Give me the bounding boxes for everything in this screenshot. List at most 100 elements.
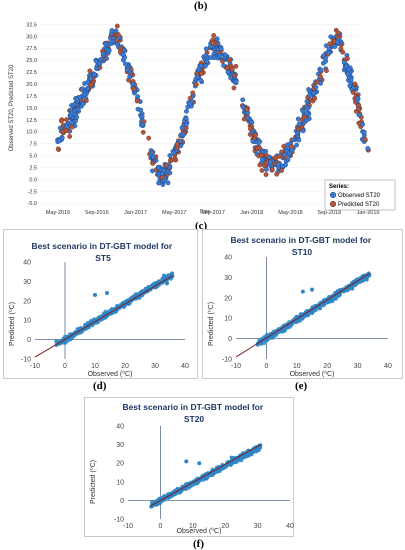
predicted-point [350, 89, 356, 95]
observed-point [318, 80, 324, 86]
legend-predicted-marker [329, 200, 337, 208]
observed-point [355, 96, 361, 101]
y-tick-label: 5.0 [29, 154, 37, 160]
observed-point [323, 55, 328, 61]
predicted-point [356, 102, 362, 108]
predicted-point [58, 118, 64, 124]
y-tick-label: 40 [224, 255, 232, 262]
predicted-point [146, 135, 152, 141]
x-tick-label: 30 [254, 523, 262, 530]
scatter-ylabel-st5: Predicted (⁰C) [8, 302, 16, 346]
y-tick-label: 10 [224, 316, 232, 323]
predicted-point [281, 143, 287, 149]
scatter-point [162, 273, 166, 278]
observed-point [184, 108, 189, 114]
predicted-point [257, 145, 262, 151]
predicted-point [174, 142, 180, 148]
observed-point [365, 146, 371, 151]
y-tick-label: 30 [23, 279, 31, 286]
observed-point [109, 28, 115, 33]
observed-point [217, 53, 223, 59]
observed-point [240, 104, 246, 110]
predicted-point [327, 41, 333, 47]
x-tick-label: 10 [189, 523, 197, 530]
observed-point [335, 39, 340, 45]
observed-point [304, 117, 310, 123]
observed-point [171, 150, 177, 156]
observed-point [264, 167, 269, 172]
title-line: ST20 [184, 414, 205, 424]
observed-point [222, 52, 228, 58]
predicted-point [193, 82, 199, 87]
scatter-point [229, 455, 234, 460]
predicted-point [140, 129, 146, 135]
timeseries-chart: 32.5 30.0 27.5 25.0 22.5 20.0 17.5 15.0 12.5 10.0… [9, 22, 396, 216]
scatter-chart-st5: Best scenario in DT-GBT model for ST5 -1… [8, 241, 189, 378]
observed-point [98, 56, 104, 62]
y-tick-label: 10.0 [26, 130, 37, 136]
predicted-point [252, 132, 258, 138]
predicted-point [248, 126, 253, 132]
observed-point [311, 90, 317, 96]
observed-point [57, 125, 63, 131]
x-tick-label: 40 [384, 363, 392, 370]
y-tick-label: 0 [228, 336, 232, 343]
timeseries-points [55, 23, 371, 187]
predicted-point [244, 106, 249, 112]
scatter-xlabel-st5: Observed (⁰C) [88, 370, 133, 378]
observed-point [304, 111, 309, 116]
predicted-point [229, 66, 235, 72]
observed-point [295, 116, 301, 122]
scatter-chart-st10: Best scenario in DT-GBT model for ST10 -… [207, 235, 392, 378]
predicted-point [335, 30, 341, 36]
y-tick-label: 15.0 [26, 106, 37, 112]
predicted-point [352, 81, 358, 87]
observed-point [162, 178, 167, 184]
y-tick-label: -10 [114, 517, 124, 524]
x-tick-label: Jan-2017 [124, 210, 147, 216]
predicted-point [114, 23, 120, 29]
observed-point [69, 120, 75, 126]
scatter-point [254, 448, 259, 453]
predicted-point [289, 144, 295, 150]
y-tick-label: 0 [27, 337, 31, 344]
observed-point [348, 77, 354, 83]
x-tick-label: 20 [121, 363, 129, 370]
observed-point [135, 94, 141, 99]
observed-point [356, 112, 362, 118]
observed-point [130, 81, 136, 87]
observed-point [361, 130, 367, 135]
observed-point [120, 52, 126, 57]
predicted-point [340, 49, 346, 55]
observed-point [250, 139, 256, 144]
observed-point [267, 159, 273, 165]
title-line: ST5 [95, 253, 111, 263]
predicted-point [83, 98, 89, 103]
scatter-point [223, 465, 228, 469]
x-tick-label: 10 [293, 363, 301, 370]
trend-line [235, 272, 371, 358]
y-tick-label: 40 [116, 424, 124, 431]
y-tick-label: 2.5 [29, 165, 37, 171]
y-tick-label: 10 [116, 479, 124, 486]
observed-point [218, 46, 224, 51]
x-tick-label: -10 [30, 363, 40, 370]
observed-point [203, 63, 208, 69]
observed-point [74, 97, 80, 103]
predicted-point [164, 162, 169, 168]
observed-point [94, 66, 99, 72]
x-tick-label: 40 [286, 523, 294, 530]
predicted-point [241, 116, 247, 122]
predicted-point [150, 160, 156, 166]
predicted-point [258, 152, 264, 158]
observed-point [300, 108, 306, 114]
observed-point [318, 67, 324, 73]
scatter-panel-st20 [84, 397, 294, 537]
observed-point [332, 44, 338, 49]
observed-point [228, 75, 234, 81]
predicted-point [263, 160, 269, 166]
panel-label-f: (f) [193, 538, 204, 550]
predicted-point [345, 56, 350, 62]
observed-point [156, 165, 162, 170]
y-tick-label: 7.5 [29, 142, 37, 148]
